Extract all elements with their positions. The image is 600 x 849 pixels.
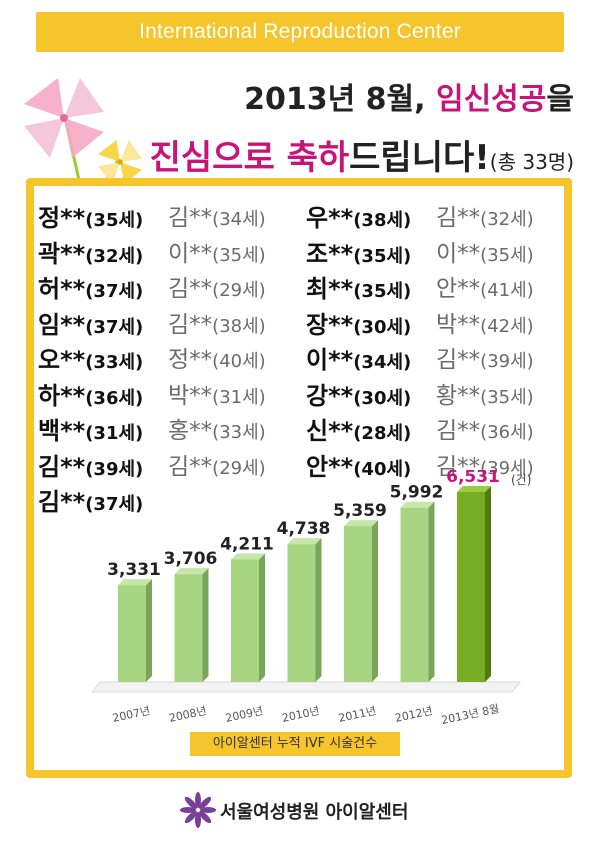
name-entry: 하**(36세) (38, 381, 144, 410)
category-label: 2013년 8월 (440, 702, 500, 727)
chart-floor (90, 681, 522, 693)
name-entry: 이**(34세) (306, 346, 412, 374)
category-label: 2010년 (281, 704, 321, 725)
name-entry: 이**(35세) (436, 240, 534, 267)
name-entry: 최**(35세) (306, 275, 412, 303)
bar (344, 520, 378, 682)
name-entry: 장**(30세) (306, 310, 412, 339)
name-entry: 정**(40세) (168, 347, 266, 373)
name-entry: 김**(39세) (436, 347, 534, 373)
bar (231, 553, 265, 682)
name-entry: 신**(28세) (306, 417, 412, 445)
name-entry: 우**(38세) (306, 204, 412, 232)
value-label: 5,992 (390, 483, 444, 503)
name-entry: 이**(35세) (168, 240, 266, 267)
name-entry: 김**(29세) (168, 276, 266, 302)
name-entry: 박**(42세) (436, 311, 534, 338)
value-label: 4,211 (220, 534, 274, 554)
name-entry: 김**(36세) (436, 418, 534, 444)
pinwheel-icon (24, 78, 142, 199)
headline-line2: 진심으로 축하드립니다!(총 33명) (149, 138, 574, 178)
category-label: 2011년 (337, 704, 377, 725)
name-entry: 정**(35세) (38, 204, 144, 232)
category-label: 2012년 (394, 704, 434, 725)
name-entry: 홍**(33세) (168, 418, 266, 444)
category-label: 2007년 (111, 704, 151, 725)
value-label: 3,331 (107, 560, 161, 580)
bar (457, 486, 491, 682)
bar (400, 501, 435, 682)
footer-org: 서울여성병원 아이알센터 (220, 802, 409, 823)
name-entry: 임**(37세) (38, 310, 144, 339)
name-entry: 오**(33세) (38, 346, 144, 374)
banner-title: International Reproduction Center (139, 20, 461, 43)
value-label: 5,359 (333, 501, 387, 521)
bar (287, 538, 322, 682)
category-label: 2009년 (224, 704, 264, 725)
category-label: 2008년 (168, 704, 208, 725)
name-entry: 안**(40세) (306, 452, 412, 481)
name-entry: 황**(35세) (436, 382, 534, 409)
flower-logo-icon (180, 792, 216, 828)
name-entry: 김**(34세) (168, 205, 266, 231)
name-entry: 김**(39세) (436, 453, 534, 480)
bar (118, 579, 152, 682)
bar (174, 568, 209, 682)
name-entry: 강**(30세) (306, 381, 412, 410)
name-entry: 곽**(32세) (38, 239, 144, 268)
value-label: 6,531 (446, 470, 500, 487)
name-entry: 안**(41세) (436, 276, 534, 302)
top-banner: International Reproduction Center (36, 12, 564, 52)
name-entry: 김**(38세) (168, 311, 266, 338)
name-entry: 박**(31세) (168, 382, 266, 409)
unit-label: (건) (511, 473, 531, 487)
name-entry: 조**(35세) (306, 239, 412, 268)
name-entry: 김**(37세) (38, 488, 144, 516)
name-entry: 김**(32세) (436, 205, 534, 231)
value-label: 3,706 (164, 549, 218, 569)
name-entry: 김**(39세) (38, 452, 144, 481)
headline-line1: 2013년 8월, 임신성공을 (244, 82, 574, 117)
ivf-bar-chart: 3,331 2007년 3,706 2008년 4,211 2009년 4,738 2010년… (90, 470, 531, 727)
name-entry: 백**(31세) (38, 417, 144, 445)
value-label: 4,738 (277, 519, 331, 539)
name-entry: 허**(37세) (38, 275, 144, 303)
name-entry: 김**(29세) (168, 453, 266, 480)
chart-caption: 아이알센터 누적 IVF 시술건수 (190, 732, 400, 756)
